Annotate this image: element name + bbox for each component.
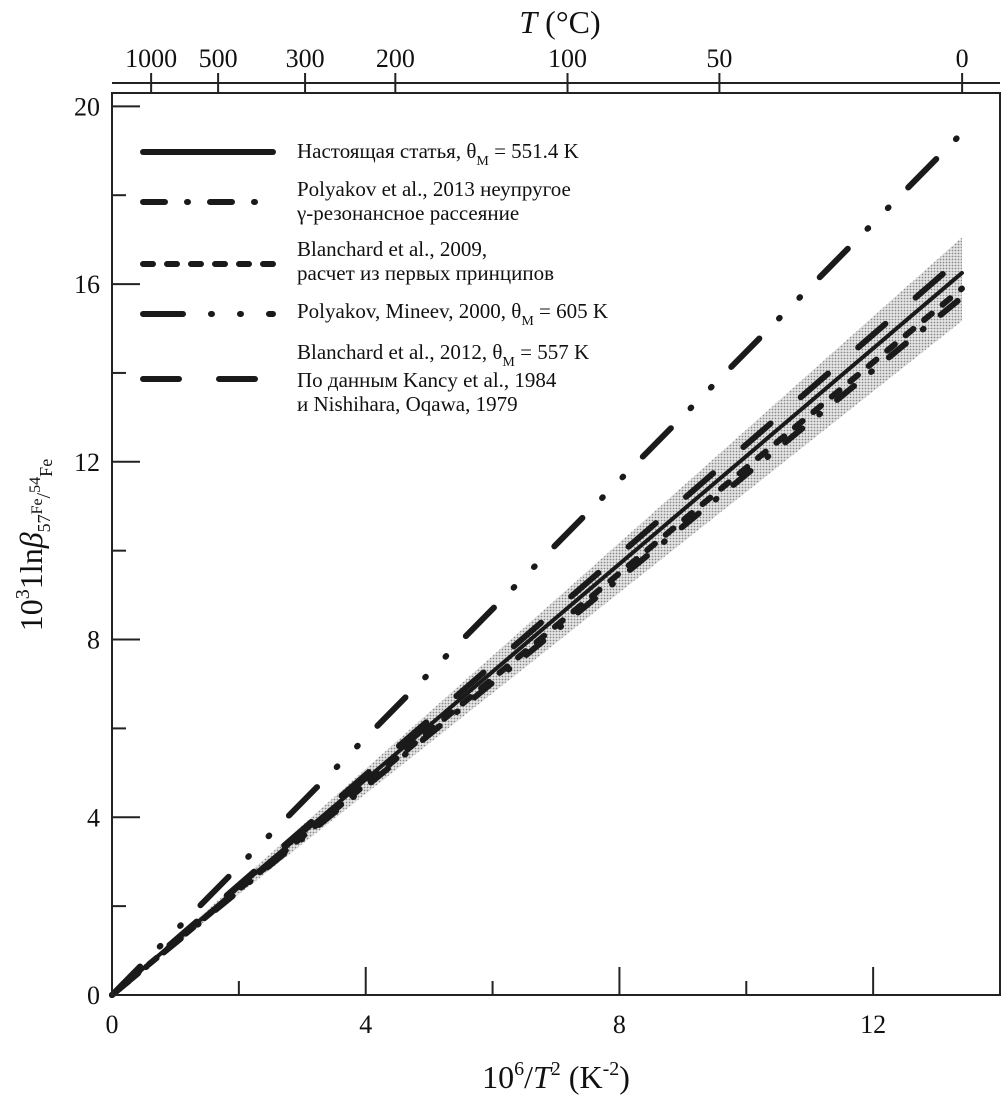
legend-label-text: По данным Kancy et al., 1984 [297, 368, 557, 392]
y-tick-label: 4 [87, 803, 100, 832]
legend-label: Blanchard et al., 2009, [297, 237, 487, 261]
legend-label-sub: М [502, 355, 515, 370]
legend-label-text: = 605 K [534, 299, 608, 323]
legend-label: Polyakov et al., 2013 неупругое [297, 177, 571, 201]
y-tick-label: 16 [74, 270, 100, 299]
legend-label: расчет из первых принципов [297, 261, 554, 285]
legend-label-sub: М [521, 314, 534, 329]
legend-label: и Nishihara, Oqawa, 1979 [297, 392, 518, 416]
series-line [109, 294, 965, 998]
legend-label-text: Polyakov et al., 2013 неупругое [297, 177, 571, 201]
top-tick-label: 1000 [125, 44, 177, 73]
legend-label-text: Настоящая статья, θ [297, 139, 476, 163]
legend-label-sub: М [476, 154, 489, 169]
top-tick-label: 300 [286, 44, 325, 73]
uncertainty-band [112, 237, 962, 995]
legend-label-text: расчет из первых принципов [297, 261, 554, 285]
y-tick-label: 0 [87, 981, 100, 1010]
x-tick-label: 0 [106, 1010, 119, 1039]
legend-label-text: = 551.4 K [489, 139, 579, 163]
legend-label: Polyakov, Mineev, 2000, θМ = 605 K [297, 299, 608, 329]
y-tick-label: 12 [74, 448, 100, 477]
legend-label-text: и Nishihara, Oqawa, 1979 [297, 392, 518, 416]
legend-label: Blanchard et al., 2012, θМ = 557 K [297, 340, 589, 370]
y-tick-label: 20 [74, 92, 100, 121]
band-layer [112, 237, 962, 995]
top-axis-title: T (°C) [519, 4, 600, 40]
top-tick-label: 500 [199, 44, 238, 73]
x-tick-label: 4 [359, 1010, 372, 1039]
top-tick-label: 100 [548, 44, 587, 73]
y-tick-label: 8 [87, 626, 100, 655]
series-line [109, 129, 965, 998]
series-line [109, 285, 965, 998]
legend-label: γ-резонансное рассеяние [296, 201, 519, 225]
x-tick-label: 12 [860, 1010, 886, 1039]
plot-frame [111, 92, 1001, 996]
top-tick-label: 50 [706, 44, 732, 73]
legend-label-text: Blanchard et al., 2012, θ [297, 340, 502, 364]
legend-label: Настоящая статья, θМ = 551.4 K [297, 139, 579, 169]
legend-label-text: Polyakov, Mineev, 2000, θ [297, 299, 521, 323]
legend-label-text: = 557 K [515, 340, 589, 364]
x-tick-label: 8 [613, 1010, 626, 1039]
y-axis-title: 1031lnβ57Fe/54Fe [12, 459, 56, 631]
series-layer [109, 129, 965, 998]
legend-label: По данным Kancy et al., 1984 [297, 368, 557, 392]
top-tick-label: 0 [956, 44, 969, 73]
x-axis-title: 106/T2 (K-2) [482, 1058, 630, 1095]
legend-label-text: γ-резонансное рассеяние [296, 201, 519, 225]
series-line [109, 254, 965, 998]
legend-label-text: Blanchard et al., 2009, [297, 237, 487, 261]
top-tick-label: 200 [376, 44, 415, 73]
